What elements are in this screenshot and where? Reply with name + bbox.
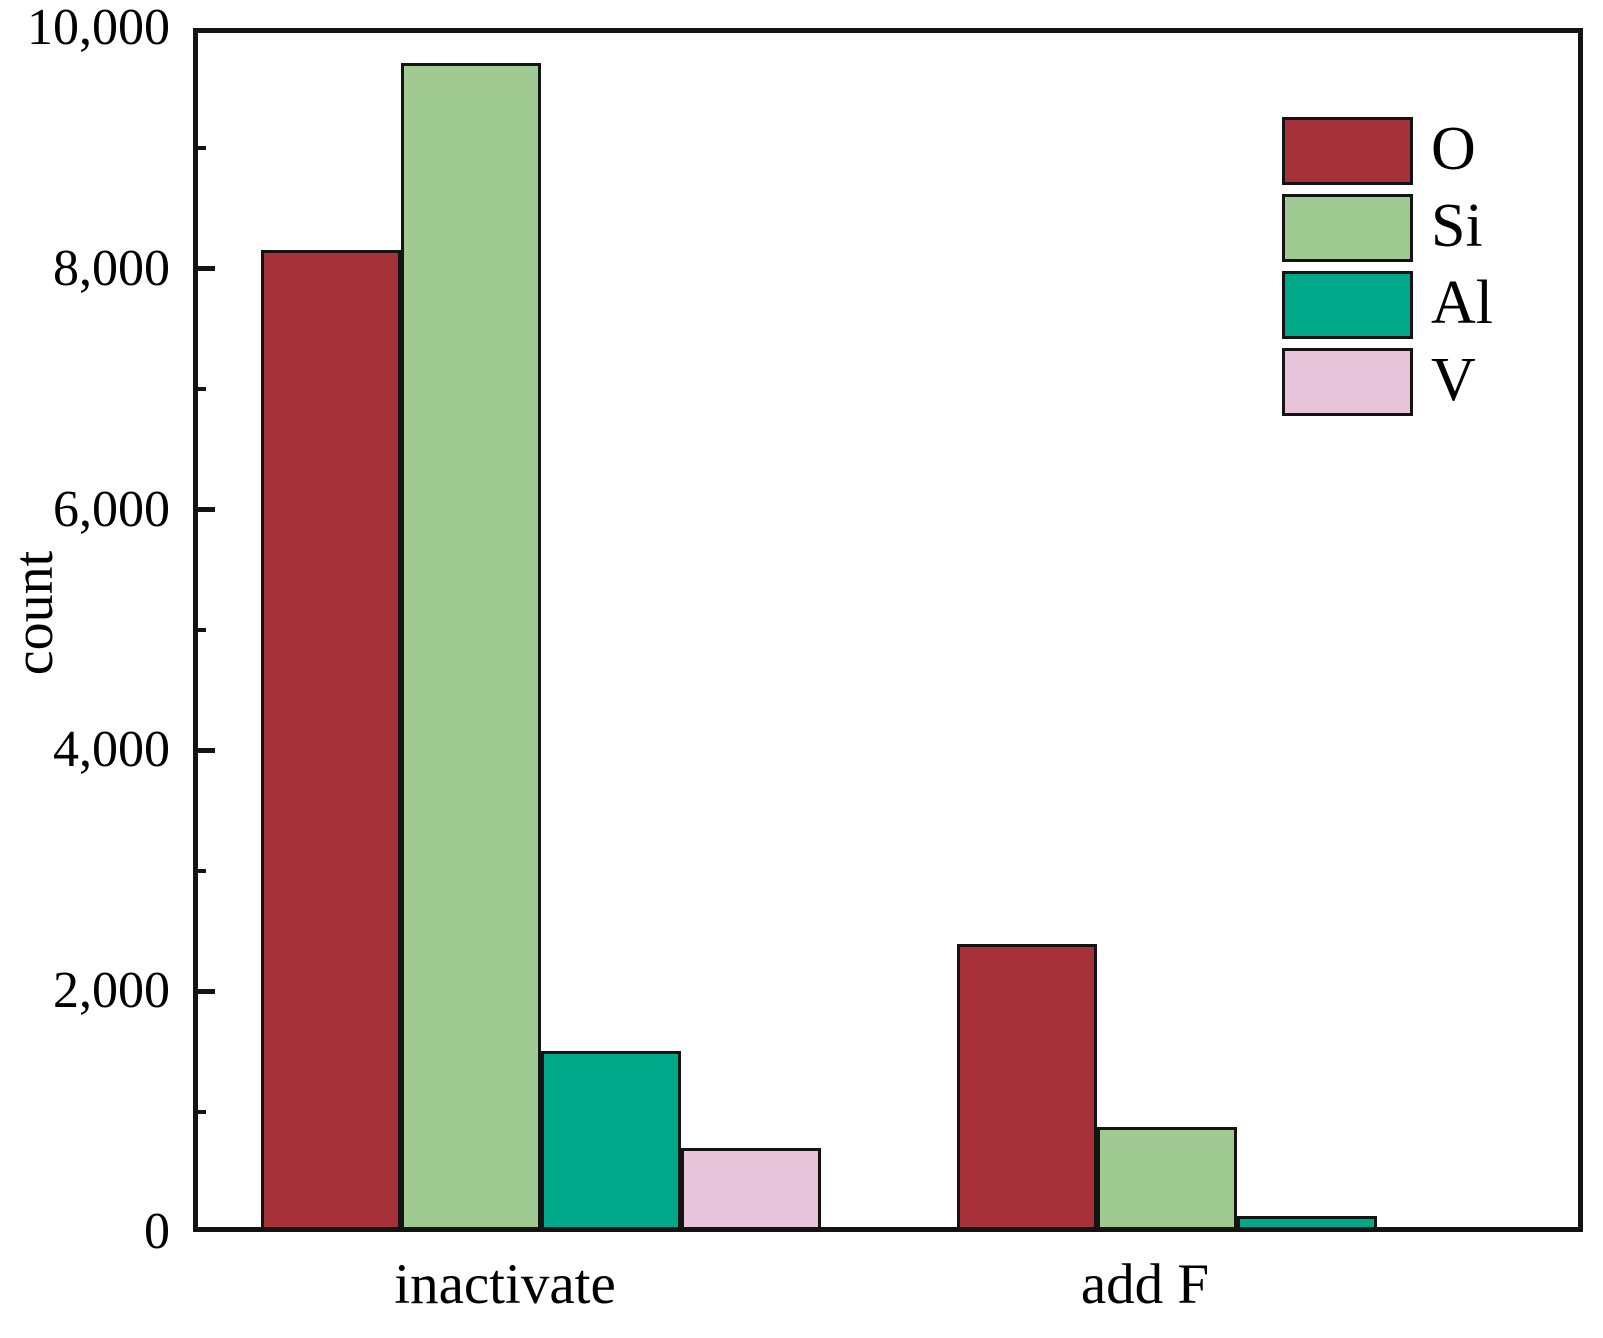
legend-swatch-v bbox=[1282, 348, 1413, 416]
legend-swatch-si bbox=[1282, 194, 1413, 262]
bar-al-1 bbox=[1237, 1216, 1377, 1232]
y-tick-label: 4,000 bbox=[53, 721, 170, 779]
legend-label-si: Si bbox=[1431, 192, 1483, 260]
y-major-tick bbox=[193, 507, 215, 513]
legend-label-v: V bbox=[1431, 346, 1476, 414]
y-minor-tick bbox=[193, 146, 206, 151]
legend-swatch-o bbox=[1282, 117, 1413, 185]
y-tick-label: 2,000 bbox=[53, 962, 170, 1020]
bar-v-0 bbox=[681, 1147, 821, 1232]
y-tick-label: 6,000 bbox=[53, 480, 170, 538]
bar-si-1 bbox=[1097, 1127, 1237, 1232]
legend-label-o: O bbox=[1431, 115, 1476, 183]
y-major-tick bbox=[193, 747, 215, 753]
y-minor-tick bbox=[193, 868, 206, 873]
y-tick-label: 8,000 bbox=[53, 239, 170, 297]
y-axis-title: count bbox=[3, 550, 65, 676]
bar-al-0 bbox=[541, 1051, 681, 1232]
y-major-tick bbox=[193, 266, 215, 272]
y-minor-tick bbox=[193, 387, 206, 392]
bar-o-1 bbox=[957, 944, 1097, 1232]
bar-o-0 bbox=[261, 249, 401, 1232]
y-minor-tick bbox=[193, 1109, 206, 1114]
y-tick-label: 0 bbox=[144, 1203, 170, 1260]
bar-si-0 bbox=[401, 62, 541, 1232]
plot-area: O Si Al V bbox=[193, 28, 1583, 1232]
x-tick-label: add F bbox=[1080, 1253, 1210, 1316]
y-major-tick bbox=[193, 988, 215, 994]
legend-swatch-al bbox=[1282, 271, 1413, 339]
x-tick-label: inactivate bbox=[394, 1253, 616, 1316]
y-minor-tick bbox=[193, 628, 206, 632]
y-tick-label: 10,000 bbox=[27, 0, 170, 56]
legend-label-al: Al bbox=[1431, 269, 1493, 337]
